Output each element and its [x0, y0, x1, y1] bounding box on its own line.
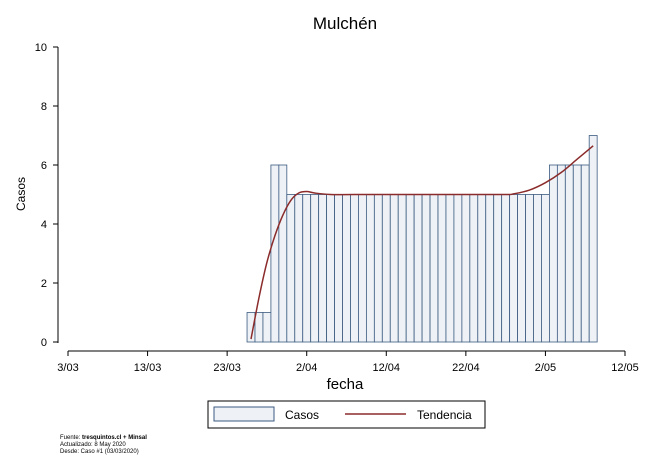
bar	[445, 194, 455, 343]
source-name: tresquintos.cl + Minsal	[82, 435, 147, 441]
bar	[294, 194, 304, 343]
y-tick-label: 4	[41, 219, 47, 231]
bar	[580, 164, 590, 343]
bar	[397, 194, 407, 343]
bar	[429, 194, 439, 343]
bar	[421, 194, 431, 343]
y-tick-label: 0	[41, 337, 47, 349]
bar	[525, 194, 534, 343]
bar	[318, 194, 328, 343]
bar	[389, 194, 399, 343]
bar	[477, 194, 487, 343]
updated-line: Actualizado: 8 May 2020	[60, 442, 126, 448]
bar	[533, 194, 542, 343]
bar	[437, 194, 447, 343]
y-tick-label: 10	[35, 42, 47, 54]
bar	[310, 194, 320, 343]
x-tick-label: 2/05	[535, 362, 556, 374]
x-tick-label: 23/03	[213, 362, 241, 374]
bars-group	[246, 135, 598, 343]
bar	[365, 194, 375, 343]
bar	[254, 312, 264, 343]
bar	[549, 164, 558, 343]
bar	[405, 194, 415, 343]
bar	[302, 194, 312, 343]
bar	[588, 135, 598, 343]
bar	[501, 194, 511, 343]
bar	[286, 194, 296, 343]
y-axis-label: Casos	[14, 177, 28, 211]
legend: Casos Tendencia	[207, 400, 486, 429]
x-tick-label: 12/05	[611, 362, 639, 374]
x-tick-label: 13/03	[134, 362, 162, 374]
bar	[485, 194, 495, 343]
bar	[373, 194, 383, 343]
x-axis-label: fecha	[327, 376, 364, 393]
x-tick-label: 22/04	[452, 362, 480, 374]
legend-label-casos: Casos	[285, 408, 319, 422]
source-note: Fuente: tresquintos.cl + Minsal Actualiz…	[60, 435, 147, 456]
bar	[493, 194, 503, 343]
legend-label-tendencia: Tendencia	[417, 408, 472, 422]
x-ticks: 3/03 13/03 23/03 2/04 12/04 22/04 2/05 12/05	[57, 351, 639, 374]
bar	[350, 194, 359, 343]
y-tick-label: 8	[41, 101, 47, 113]
bar	[453, 194, 463, 343]
x-tick-label: 12/04	[373, 362, 401, 374]
bar	[326, 194, 335, 343]
trend-line	[250, 145, 594, 340]
chart-title: Mulchén	[313, 14, 377, 33]
bar	[572, 164, 582, 343]
bar	[541, 194, 550, 343]
bar	[461, 194, 471, 343]
x-tick-label: 3/03	[57, 362, 78, 374]
bar	[381, 194, 391, 343]
bar	[358, 194, 367, 343]
source-line: Fuente: tresquintos.cl + Minsal	[60, 435, 147, 442]
y-tick-label: 2	[41, 278, 47, 290]
x-tick-label: 2/04	[296, 362, 317, 374]
bar	[469, 194, 479, 343]
bar	[262, 312, 272, 343]
y-tick-label: 6	[41, 160, 47, 172]
bar	[564, 164, 574, 343]
bar	[270, 164, 280, 343]
bar	[278, 164, 288, 343]
bar	[413, 194, 423, 343]
bar	[556, 164, 566, 343]
bar	[509, 194, 518, 343]
bar	[517, 194, 526, 343]
legend-swatch-casos	[213, 406, 275, 422]
bar	[342, 194, 351, 343]
bar	[334, 194, 343, 343]
source-label: Fuente:	[60, 435, 81, 441]
y-ticks: 0 2 4 6 8 10	[35, 42, 58, 349]
since-line: Desde: Caso #1 (03/03/2020)	[60, 449, 139, 455]
